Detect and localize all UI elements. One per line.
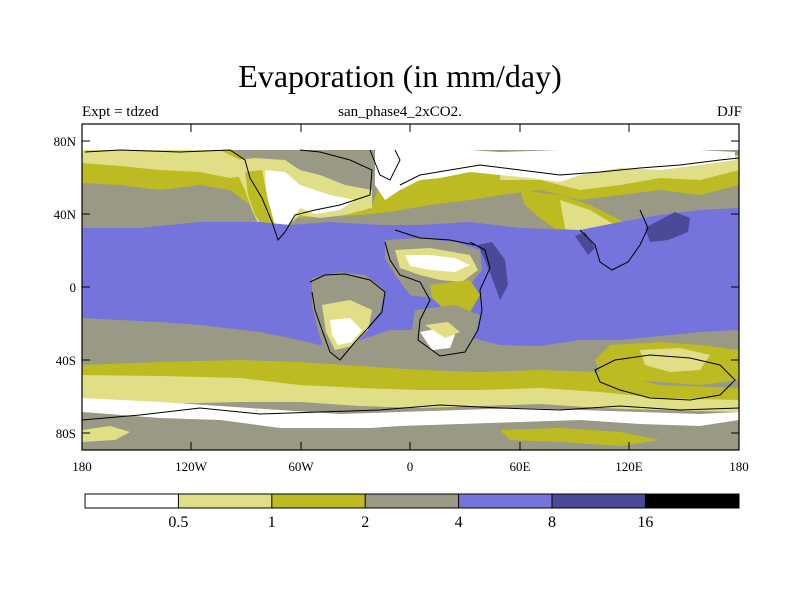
x-label-0: 0 bbox=[407, 459, 414, 474]
coastlines bbox=[82, 149, 739, 421]
colorbar-box-3 bbox=[271, 494, 366, 508]
colorbar-label-8: 8 bbox=[548, 514, 556, 531]
colorbar-frame bbox=[84, 493, 740, 509]
dark-blue-pacific-nw bbox=[645, 212, 690, 242]
colorbar: 0.5 1 2 4 8 16 bbox=[84, 493, 740, 531]
colorbar-label-1: 1 bbox=[268, 514, 276, 531]
dark-blue-indian bbox=[478, 242, 508, 300]
map-field bbox=[82, 124, 739, 450]
north-america-olive bbox=[245, 170, 275, 235]
x-label-180-left: 180 bbox=[72, 459, 92, 474]
coastline-south-america bbox=[309, 273, 386, 361]
x-label-60w: 60W bbox=[288, 459, 314, 474]
antarctic-white-band bbox=[82, 398, 739, 430]
x-label-60e: 60E bbox=[510, 459, 531, 474]
colorbar-box-5 bbox=[458, 494, 552, 508]
colorbar-labels: 0.5 1 2 4 8 16 bbox=[168, 514, 653, 531]
north-america-white bbox=[265, 170, 355, 232]
coastline-greenland bbox=[369, 149, 401, 181]
coastline-australia bbox=[594, 354, 736, 401]
coastline-antarctica bbox=[82, 404, 739, 421]
tick-marks bbox=[82, 124, 739, 450]
coastline-africa bbox=[384, 241, 491, 357]
season-label: DJF bbox=[716, 104, 742, 120]
coastline-eurasia bbox=[399, 157, 739, 186]
experiment-label: Expt = tdzed bbox=[82, 104, 159, 120]
africa-north-white bbox=[405, 255, 470, 272]
colorbar-label-0.5: 0.5 bbox=[168, 514, 188, 531]
africa-olive bbox=[430, 280, 480, 312]
south-america-white bbox=[330, 318, 362, 345]
coastline-asia-east bbox=[579, 209, 649, 271]
antarctic-olive-patch bbox=[500, 428, 660, 446]
coastline-mediterranean bbox=[394, 229, 476, 246]
antarctic-light-patch bbox=[82, 426, 130, 442]
australia-light bbox=[640, 348, 710, 372]
x-label-120e: 120E bbox=[615, 459, 643, 474]
dark-blue-bay bbox=[575, 232, 595, 255]
colorbar-box-7 bbox=[645, 494, 739, 508]
y-label-80s: 80S bbox=[56, 426, 76, 441]
y-label-80n: 80N bbox=[54, 134, 77, 149]
x-label-120w: 120W bbox=[175, 459, 208, 474]
x-axis-labels: 180 120W 60W 0 60E 120E 180 bbox=[72, 459, 749, 474]
coastline-north-america bbox=[84, 149, 373, 241]
x-label-180-right: 180 bbox=[729, 459, 749, 474]
plot-subtitle: san_phase4_2xCO2. bbox=[338, 104, 462, 120]
north-light-yellow-band bbox=[82, 150, 250, 178]
y-label-40n: 40N bbox=[54, 207, 77, 222]
colorbar-box-6 bbox=[552, 494, 646, 508]
colorbar-label-4: 4 bbox=[455, 514, 463, 531]
colorbar-box-4 bbox=[365, 494, 459, 508]
y-axis-labels: 80N 40N 0 40S 80S bbox=[54, 134, 77, 441]
africa-south-light bbox=[425, 322, 460, 338]
south-light-band bbox=[82, 375, 739, 412]
colorbar-label-16: 16 bbox=[637, 514, 653, 531]
plot-title: Evaporation (in mm/day) bbox=[238, 58, 562, 94]
colorbar-dividers bbox=[177, 494, 646, 508]
colorbar-label-2: 2 bbox=[361, 514, 369, 531]
colorbar-box-2 bbox=[178, 494, 272, 508]
y-label-0: 0 bbox=[70, 280, 77, 295]
y-label-40s: 40S bbox=[56, 353, 76, 368]
colorbar-box-1 bbox=[85, 494, 179, 508]
